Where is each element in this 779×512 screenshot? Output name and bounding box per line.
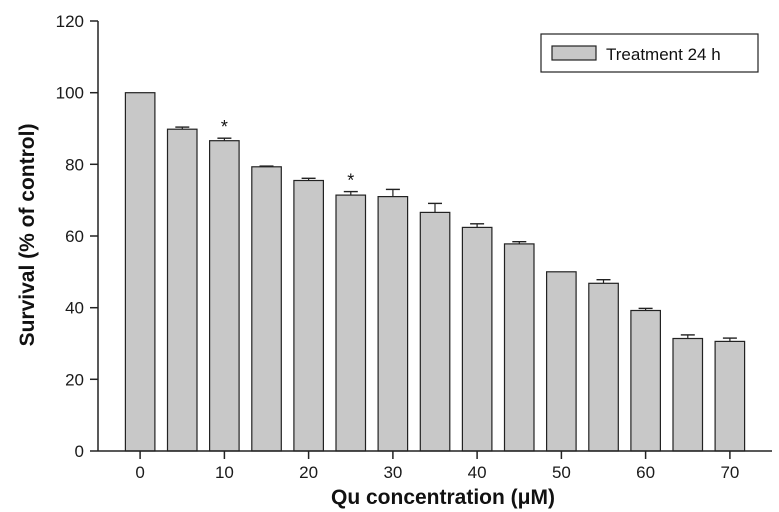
bar	[166, 128, 198, 452]
significance-marker: *	[347, 171, 354, 191]
bar	[377, 196, 409, 452]
error-bar	[301, 177, 316, 181]
bars-group	[124, 92, 746, 452]
error-bar	[638, 307, 653, 311]
x-axis-title: Qu concentration (μM)	[331, 486, 555, 509]
legend: Treatment 24 h	[540, 33, 759, 73]
error-bar	[175, 126, 190, 130]
bar	[251, 166, 282, 452]
bar	[714, 340, 746, 452]
error-bar	[343, 190, 358, 196]
error-bar	[385, 188, 400, 197]
x-tick-label: 40	[468, 463, 487, 482]
y-tick-label: 120	[56, 12, 84, 31]
y-tick-label: 80	[65, 155, 84, 174]
x-tick-label: 50	[552, 463, 571, 482]
error-bar	[428, 202, 442, 213]
bar	[335, 194, 367, 452]
error-bars-group	[175, 126, 737, 342]
legend-label: Treatment 24 h	[606, 45, 721, 64]
y-axis-title: Survival (% of control)	[16, 124, 39, 347]
bar	[672, 337, 704, 452]
error-bar	[259, 165, 274, 167]
bar	[124, 92, 156, 452]
y-tick-label: 60	[65, 227, 84, 246]
bar	[209, 140, 240, 452]
y-tick-label: 100	[56, 84, 84, 103]
y-tick-label: 20	[65, 370, 84, 389]
error-bar	[470, 223, 485, 228]
error-bar	[512, 240, 527, 244]
x-tick-label: 10	[215, 463, 234, 482]
bar	[545, 271, 577, 452]
bar	[461, 226, 493, 452]
x-axis-ticks: 0 10 20 30 40 50 60 70	[135, 451, 739, 482]
y-tick-label: 0	[75, 442, 84, 461]
error-bar	[217, 137, 232, 141]
error-bar	[722, 337, 737, 342]
x-tick-label: 70	[720, 463, 739, 482]
bar	[630, 309, 662, 452]
significance-markers-group: **	[221, 117, 354, 190]
bar	[503, 243, 535, 452]
x-tick-label: 20	[299, 463, 318, 482]
bar	[419, 211, 451, 452]
bar	[588, 282, 619, 452]
bar	[293, 179, 324, 452]
x-tick-label: 30	[383, 463, 402, 482]
y-tick-label: 40	[65, 299, 84, 318]
x-tick-label: 0	[135, 463, 144, 482]
legend-swatch	[551, 45, 597, 61]
significance-marker: *	[221, 117, 228, 137]
y-axis-ticks: 0 20 40 60 80 100 120	[56, 12, 98, 461]
error-bar	[596, 279, 611, 284]
error-bar	[680, 334, 695, 339]
x-tick-label: 60	[636, 463, 655, 482]
